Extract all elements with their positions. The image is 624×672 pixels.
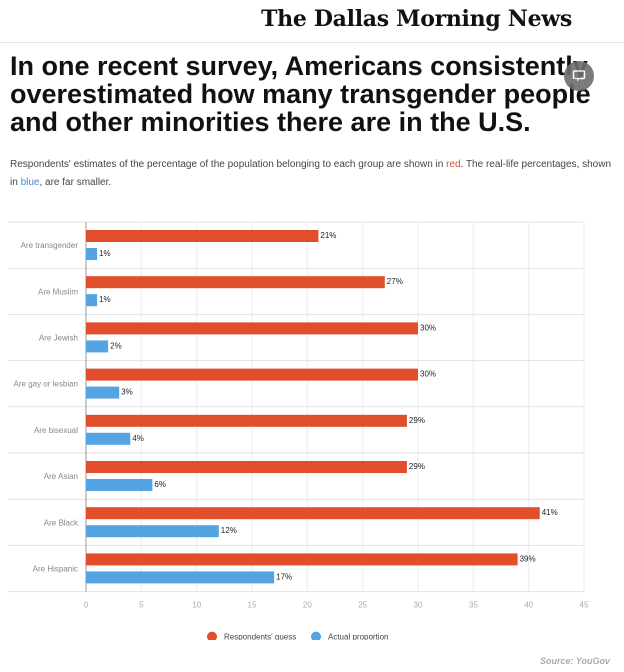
bar-actual-proportion	[86, 571, 275, 584]
category-label: Are Asian	[44, 472, 78, 481]
legend-actual-proportion-marker	[311, 631, 321, 640]
subtitle-red-word: red	[446, 159, 461, 170]
source-note: Source: YouGov	[539, 656, 610, 666]
x-tick-label: 45	[580, 601, 589, 610]
data-label-actual: 1%	[99, 249, 111, 258]
headline: In one recent survey, Americans consiste…	[10, 51, 591, 137]
data-label-actual: 3%	[121, 388, 133, 397]
legend-respondents-guess-marker	[207, 631, 217, 640]
x-tick-label: 10	[192, 601, 201, 610]
data-label-actual: 6%	[154, 480, 166, 489]
bar-respondents-guess	[86, 507, 540, 520]
bar-respondents-guess	[86, 553, 518, 566]
category-label: Are Black	[44, 518, 79, 527]
category-label: Are gay or lesbian	[14, 380, 78, 389]
x-tick-label: 15	[248, 601, 257, 610]
data-label-actual: 1%	[99, 295, 111, 304]
data-label-actual: 2%	[110, 341, 122, 350]
bar-respondents-guess	[86, 230, 319, 242]
category-label: Are bisexual	[34, 426, 78, 435]
data-label-guess: 41%	[542, 508, 558, 517]
category-label: Are Muslim	[38, 287, 78, 296]
comment-icon	[572, 70, 586, 82]
data-label-guess: 27%	[387, 277, 403, 286]
data-label-guess: 29%	[409, 416, 425, 425]
bar-actual-proportion	[86, 432, 131, 445]
x-tick-label: 30	[414, 601, 423, 610]
masthead-logo[interactable]: The Dallas Morning News	[261, 6, 572, 32]
bar-respondents-guess	[86, 276, 385, 289]
legend-respondents-guess-label: Respondents' guess	[224, 633, 296, 640]
subtitle-blue-word: blue	[20, 177, 40, 188]
bar-respondents-guess	[86, 322, 418, 335]
data-label-guess: 30%	[420, 323, 436, 332]
bar-respondents-guess	[86, 368, 418, 381]
bar-actual-proportion	[86, 248, 98, 260]
bar-actual-proportion	[86, 525, 219, 538]
bar-respondents-guess	[86, 414, 407, 427]
data-label-actual: 17%	[276, 572, 292, 581]
subtitle-part1: Respondents' estimates of the percentage…	[10, 159, 447, 170]
x-tick-label: 5	[139, 601, 144, 610]
x-tick-label: 40	[524, 601, 533, 610]
data-label-actual: 4%	[132, 434, 144, 443]
comment-button[interactable]	[564, 61, 594, 91]
data-label-guess: 21%	[320, 231, 336, 240]
masthead: The Dallas Morning News	[0, 0, 624, 43]
bar-respondents-guess	[86, 461, 407, 473]
data-label-actual: 12%	[221, 526, 237, 535]
bar-chart: Are transgender Are Muslim Are Jewish Are g…	[8, 221, 589, 640]
bar-actual-proportion	[86, 479, 153, 491]
data-label-guess: 30%	[420, 370, 436, 379]
legend-actual-proportion-label: Actual proportion	[328, 633, 388, 640]
data-label-guess: 29%	[409, 462, 425, 471]
bar-actual-proportion	[86, 294, 98, 307]
x-tick-label: 25	[358, 601, 367, 610]
subtitle-part3: , are far smaller.	[39, 177, 112, 188]
x-tick-label: 0	[84, 601, 89, 610]
subtitle-part2: . The real-life percentages, shown in	[10, 159, 612, 188]
category-label: Are Jewish	[39, 334, 78, 343]
chart-subtitle: Respondents' estimates of the percentage…	[10, 156, 616, 192]
x-tick-label: 20	[303, 601, 312, 610]
category-label: Are Hispanic	[33, 565, 78, 574]
x-tick-label: 35	[469, 601, 478, 610]
data-label-guess: 39%	[520, 554, 536, 563]
bar-actual-proportion	[86, 340, 109, 353]
bar-actual-proportion	[86, 386, 120, 399]
category-label: Are transgender	[21, 241, 79, 250]
